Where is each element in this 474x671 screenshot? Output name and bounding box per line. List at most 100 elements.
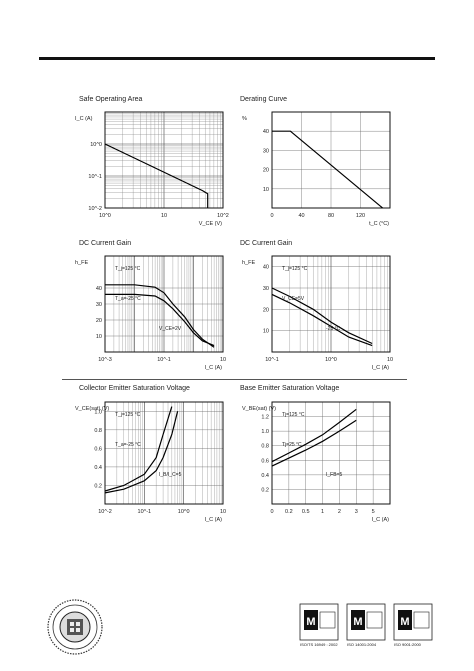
- plot-frame: [104, 111, 224, 209]
- x-tick-label: 120: [356, 213, 365, 219]
- x-tick-label: 2: [338, 509, 341, 515]
- chart-vcesat: 10^-2 10^-1 10^0 10 0.2 0.4 0.6 0.8 1.0 V_CE(sat)…: [73, 396, 233, 523]
- y-axis-label: V_CE(sat) (V): [75, 406, 109, 412]
- chart-derating: 0 40 80 120 10 20 30 40% t_C (°C): [240, 106, 400, 227]
- y-axis-label: I_C (A): [75, 116, 93, 122]
- chart-title-vbesat: Base Emitter Saturation Voltage: [240, 385, 340, 392]
- x-tick-label: 0: [270, 213, 273, 219]
- y-tick-label: 0.2: [94, 483, 102, 489]
- chart-title-vcesat: Collector Emitter Saturation Voltage: [79, 385, 190, 392]
- x-tick-label: 0.5: [302, 509, 310, 515]
- x-tick-label: 1: [321, 509, 324, 515]
- y-tick-label: 40: [263, 265, 269, 271]
- y-tick-label: 40: [96, 286, 102, 292]
- series-line: [104, 406, 173, 492]
- chart-annotation: -25 °C: [326, 326, 341, 332]
- chart-annotation: T_a=-25 °C: [115, 296, 141, 302]
- certification-badges: M ISO/TS 16949 : 2002 M ISO 14001:2004 M…: [299, 603, 433, 647]
- x-tick-label: 10^0: [178, 509, 190, 515]
- x-tick-label: 3: [355, 509, 358, 515]
- svg-text:M: M: [400, 616, 409, 628]
- series-line: [271, 293, 373, 347]
- chart-annotation: Tj=125 °C: [282, 412, 305, 418]
- y-tick-label: 0.4: [94, 465, 102, 471]
- y-tick-label: 10: [263, 187, 269, 193]
- x-tick-label: 0.2: [285, 509, 293, 515]
- chart-soa: 10^0 10 10^2 10^0 10^-1 10^-2 I_C (A) V_CE (V): [73, 106, 233, 227]
- y-tick-label: 0.8: [94, 428, 102, 434]
- chart-annotation: I_B/I_C=5: [159, 472, 182, 478]
- chart-svg: 0 0.2 0.5 1 2 3 5 0.2 0.4 0.6 0.8 1.0 1.2 V_BE(sat) (…: [242, 401, 391, 523]
- chart-svg: 10^0 10 10^2 10^0 10^-1 10^-2 I_C (A) V_CE (V): [75, 111, 229, 227]
- series-line: [105, 284, 215, 348]
- series-line: [104, 143, 209, 208]
- x-tick-label: 80: [328, 213, 334, 219]
- series-line: [105, 293, 215, 347]
- x-tick-label: 10^-3: [98, 357, 112, 363]
- y-tick-label: 1.2: [261, 415, 269, 421]
- chart-annotation: V_CE=5V: [282, 296, 305, 302]
- y-axis-label: h_FE: [242, 260, 255, 266]
- y-axis-label: h_FE: [75, 260, 88, 266]
- y-tick-label: 30: [263, 286, 269, 292]
- y-tick-label: 1.0: [94, 409, 102, 415]
- series-line: [271, 408, 357, 463]
- y-tick-label: 30: [263, 148, 269, 154]
- plot-frame: [104, 255, 224, 353]
- x-axis-label: I_C (A): [205, 517, 223, 523]
- y-tick-label: 10^0: [90, 142, 102, 148]
- chart-annotation: T_j=125 °C: [115, 412, 141, 418]
- x-tick-label: 40: [298, 213, 304, 219]
- chart-annotation: T_j=125 °C: [115, 266, 141, 272]
- chart-svg: 10^-2 10^-1 10^0 10 0.2 0.4 0.6 0.8 1.0V_CE(sat)…: [75, 401, 226, 523]
- y-tick-label: 20: [263, 307, 269, 313]
- x-tick-label: 10^-2: [98, 509, 112, 515]
- x-axis-label: V_CE (V): [199, 221, 222, 227]
- plot-frame: [271, 255, 391, 353]
- section-divider: [62, 379, 407, 380]
- chart-dcgain-2: 10^-1 10^0 10 10 20 30 40 h_FE I_C (A) T_j=125 °C…: [240, 250, 400, 371]
- x-axis-label: I_C (A): [372, 517, 390, 523]
- x-tick-label: 10^0: [325, 357, 337, 363]
- y-tick-label: 10^-2: [88, 206, 102, 212]
- series-line: [272, 130, 383, 209]
- plot-frame: [271, 401, 391, 505]
- x-tick-label: 10: [220, 357, 226, 363]
- y-axis-label: V_BE(sat) (V): [242, 406, 276, 412]
- chart-annotation: T_j=125 °C: [282, 266, 308, 272]
- x-tick-label: 10^-1: [138, 509, 152, 515]
- x-tick-label: 0: [270, 509, 273, 515]
- x-tick-label: 10^-1: [157, 357, 171, 363]
- x-axis-label: I_C (A): [205, 365, 223, 371]
- cert-badge-iso-14001: M ISO 14001:2004: [346, 603, 386, 647]
- y-tick-label: 10: [263, 329, 269, 335]
- cert-caption-iso-14001: ISO 14001:2004: [347, 642, 377, 647]
- x-tick-label: 5: [372, 509, 375, 515]
- plot-frame: [104, 401, 224, 505]
- chart-svg: 0 40 80 120 10 20 30 40% t_C (°C): [242, 111, 391, 227]
- header-rule: [39, 57, 435, 60]
- x-axis-label: I_C (A): [372, 365, 390, 371]
- y-tick-label: 10: [96, 334, 102, 340]
- y-tick-label: 1.0: [261, 429, 269, 435]
- chart-title-dcgain-1: DC Current Gain: [79, 240, 132, 247]
- svg-text:M: M: [306, 616, 315, 628]
- chart-vbesat: 0 0.2 0.5 1 2 3 5 0.2 0.4 0.6 0.8 1.0 1.2 V_BE(sat) (…: [240, 396, 400, 523]
- chart-svg: 10^-3 10^-1 10 10 20 30 40 h_FE I_C (A) T_j=125 °…: [75, 255, 226, 371]
- chart-annotation: Tj=25 °C: [282, 442, 302, 448]
- y-tick-label: 10^-1: [88, 174, 102, 180]
- cert-caption-iso-9001: ISO 9001:2000: [394, 642, 422, 647]
- x-tick-label: 10: [387, 357, 393, 363]
- chart-title-dcgain-2: DC Current Gain: [240, 240, 293, 247]
- series-line: [271, 287, 373, 345]
- x-tick-label: 10^2: [217, 213, 229, 219]
- x-tick-label: 10: [220, 509, 226, 515]
- x-tick-label: 10^0: [99, 213, 111, 219]
- plot-frame: [271, 111, 391, 209]
- y-tick-label: 30: [96, 302, 102, 308]
- y-tick-label: 0.6: [261, 458, 269, 464]
- chart-title-derating: Derating Curve: [240, 96, 288, 103]
- x-tick-label: 10: [161, 213, 167, 219]
- chart-title-soa: Safe Operating Area: [79, 96, 143, 103]
- y-tick-label: 0.4: [261, 473, 269, 479]
